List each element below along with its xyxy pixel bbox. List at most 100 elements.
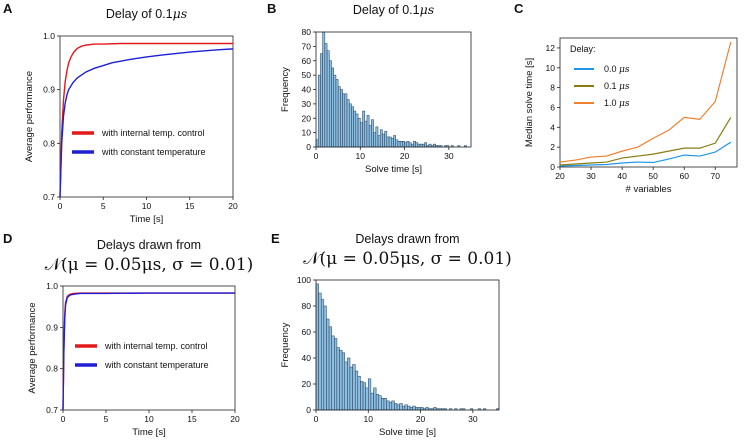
panel-b-chart: Delay of 0.1μs 0 10 20 30 0 10 20 30 40 50 60 70 80 So…	[280, 2, 472, 175]
histogram-bar	[347, 357, 351, 411]
histogram-bar	[382, 133, 385, 148]
x-axis-label: Solve time [s]	[379, 427, 436, 438]
y-tick-label: 0.9	[46, 322, 58, 332]
histogram-bar	[360, 381, 364, 411]
y-tick-label: 70	[302, 41, 312, 51]
histogram-bar	[406, 141, 410, 148]
histogram-bar	[373, 132, 377, 148]
histogram-bar	[394, 403, 398, 411]
histogram-bar	[317, 74, 321, 148]
histogram-bar	[368, 378, 372, 411]
y-tick-label: 50	[302, 70, 312, 80]
histogram-bar	[364, 120, 368, 148]
histogram-bar	[360, 122, 363, 148]
histogram-bar	[328, 326, 332, 411]
histogram-bar	[326, 318, 330, 411]
x-tick-label: 30	[586, 171, 596, 181]
x-axis-label: # variables	[626, 184, 672, 195]
histogram-bar	[336, 347, 340, 411]
y-tick-label: 4	[550, 122, 555, 132]
histogram-bar	[397, 141, 401, 148]
y-tick-label: 40	[302, 85, 312, 95]
histogram-bar	[384, 130, 388, 148]
panel-label-e: E	[271, 231, 280, 246]
legend-label-2: with constant temperature	[104, 360, 209, 370]
y-tick-label: 1.0	[43, 31, 55, 41]
histogram-bar	[346, 99, 350, 148]
histogram-bar	[326, 50, 330, 148]
x-tick-label: 0	[61, 414, 66, 424]
legend-label-2: with constant temperature	[101, 147, 206, 157]
x-tick-label: 5	[104, 414, 109, 424]
chart-title-formula: 𝒩(μ = 0.05μs, σ = 0.01)	[303, 249, 512, 269]
histogram-bar	[331, 67, 334, 148]
y-axis-label: Average performance	[27, 302, 38, 393]
histogram-bar	[333, 74, 337, 148]
histogram-bar	[348, 103, 352, 148]
y-axis-label: Median solve time [s]	[524, 58, 535, 147]
legend-label-1: 0.0 μs	[604, 64, 630, 75]
histogram-bar	[323, 305, 327, 411]
x-tick-label: 50	[648, 171, 658, 181]
histogram-bar	[329, 60, 332, 148]
y-tick-label: 80	[302, 301, 312, 311]
histogram-bar	[415, 142, 419, 148]
legend-label-3: 1.0 μs	[604, 98, 630, 109]
histogram-bar	[402, 141, 405, 148]
series-line-1	[559, 141, 732, 167]
histogram-bar	[349, 366, 353, 411]
y-axis-label: Frequency	[280, 322, 291, 367]
series-line-1	[62, 292, 235, 411]
y-tick-label: 12	[546, 43, 556, 53]
x-axis-label: Solve time [s]	[365, 164, 422, 175]
histogram-bar	[377, 135, 381, 148]
series-line-2	[559, 117, 732, 166]
y-tick-label: 60	[302, 56, 312, 66]
series-line-1	[59, 42, 233, 198]
histogram-bar	[396, 404, 400, 411]
chart-title: Delay of 0.1μs	[106, 6, 187, 21]
histogram-bar	[334, 338, 338, 411]
panel-d-chart: Delays drawn from 𝒩(μ = 0.05μs, σ = 0.01)…	[27, 238, 253, 438]
histogram-bar	[433, 143, 436, 148]
chart-title-formula: 𝒩(μ = 0.05μs, σ = 0.01)	[45, 255, 254, 275]
histogram-bar	[391, 400, 395, 411]
histogram-bar	[388, 136, 392, 148]
panel-a-chart: Delay of 0.1μs 0 5 10 15 20 0.7 0.8 0.9 1.0 Time […	[24, 6, 238, 225]
histogram-bar	[399, 141, 403, 148]
x-tick-label: 0	[314, 414, 319, 424]
histogram-bar	[368, 125, 372, 148]
histogram-bar	[404, 404, 408, 411]
x-tick-label: 20	[555, 171, 565, 181]
histogram-bar	[428, 143, 432, 148]
y-tick-label: 6	[550, 102, 555, 112]
x-tick-label: 15	[187, 414, 197, 424]
chart-title: Delays drawn from	[355, 232, 459, 246]
x-tick-label: 20	[230, 414, 240, 424]
series-line-2	[62, 292, 235, 411]
histogram-bar	[324, 43, 328, 148]
y-tick-label: 0.7	[43, 192, 55, 202]
x-tick-label: 10	[144, 414, 154, 424]
y-tick-label: 20	[302, 113, 312, 123]
x-axis-label: Time [s]	[130, 214, 163, 225]
histogram-bar	[386, 400, 390, 411]
histogram-bar	[375, 394, 379, 411]
histogram-bar	[354, 370, 359, 411]
y-axis-label: Average performance	[24, 71, 35, 162]
histogram-bar	[320, 53, 323, 148]
histogram-bar	[408, 142, 412, 148]
histogram-bar	[341, 352, 346, 411]
histogram-bar	[417, 143, 421, 148]
histogram-bar	[404, 142, 408, 148]
x-tick-label: 10	[356, 151, 366, 161]
chart-title: Delay of 0.1μs	[353, 2, 434, 17]
y-tick-label: 2	[550, 142, 555, 152]
histogram-bar	[351, 106, 354, 148]
axes-frame	[59, 35, 234, 198]
histogram-bar	[357, 375, 361, 411]
panel-label-c: C	[514, 1, 524, 16]
axes-frame	[559, 37, 738, 168]
histogram-bar	[335, 79, 339, 148]
y-tick-label: 0.7	[46, 405, 58, 415]
